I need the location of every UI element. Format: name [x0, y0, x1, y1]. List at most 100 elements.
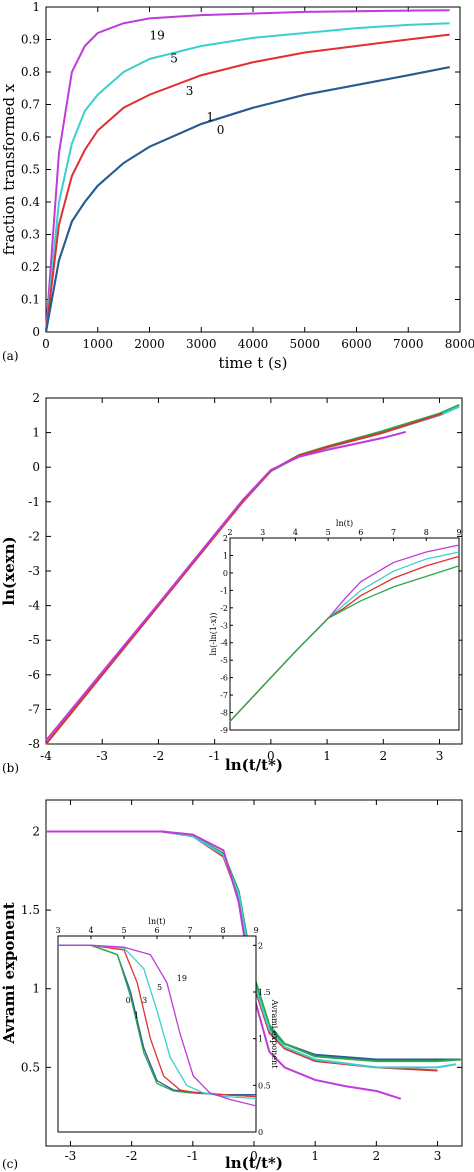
inset-y-tick-label: -3	[220, 621, 228, 630]
x-tick-label: 2000	[134, 337, 165, 351]
x-axis-label: ln(t/t*)	[225, 1154, 283, 1172]
x-tick-label: 4000	[238, 337, 269, 351]
x-tick-label: -3	[96, 749, 108, 763]
series-line-5	[45, 22, 450, 333]
inset-x-tick-label: 2	[227, 528, 232, 537]
x-tick-label: -2	[126, 1149, 138, 1163]
inset-x-tick-label: 3	[55, 926, 60, 935]
inset-y-tick-label: 0.5	[258, 1081, 271, 1090]
curve-label: 3	[186, 84, 194, 98]
inset-x-tick-label: 8	[424, 528, 429, 537]
y-axis-label: ln(xexn)	[0, 536, 18, 605]
inset-y-tick-label: -5	[220, 656, 228, 665]
series-line-1	[45, 66, 450, 333]
curve-label: 0	[217, 123, 225, 137]
x-tick-label: 5000	[289, 337, 320, 351]
y-tick-label: 1	[32, 426, 40, 440]
x-tick-label: -2	[153, 749, 165, 763]
y-tick-label: 0.1	[21, 293, 40, 307]
series-line-3	[46, 830, 457, 1069]
x-tick-label: -4	[40, 749, 52, 763]
x-tick-label: 0	[267, 749, 275, 763]
y-tick-label: 0.4	[21, 195, 40, 209]
panel-label: (a)	[2, 349, 19, 363]
inset-x-tick-label: 8	[220, 926, 225, 935]
inset-y-tick-label: 2	[258, 941, 263, 950]
inset-x-tick-label: 9	[456, 528, 461, 537]
y-tick-label: 0.2	[21, 260, 40, 274]
y-tick-label: -6	[28, 668, 40, 682]
inset-curve-label: 1	[134, 1011, 139, 1020]
inset-x-tick-label: 5	[121, 926, 126, 935]
curve-label: 1	[206, 110, 214, 124]
y-axis-label: fraction transformed x	[0, 83, 18, 255]
inset-x-tick-label: 6	[154, 926, 159, 935]
y-tick-label: -7	[28, 702, 40, 716]
y-tick-label: 1.5	[21, 903, 40, 917]
y-tick-label: -3	[28, 564, 40, 578]
x-tick-label: 2	[373, 1149, 381, 1163]
x-tick-label: 6000	[341, 337, 372, 351]
x-tick-label: 2	[379, 749, 387, 763]
inset-y-tick-label: -4	[220, 639, 228, 648]
inset-series-line-19	[58, 944, 257, 1107]
panel-label: (b)	[2, 761, 19, 775]
y-tick-label: -1	[28, 495, 40, 509]
inset-curve-label: 3	[142, 996, 147, 1005]
inset-series-line-3	[229, 565, 460, 722]
x-tick-label: 1	[323, 749, 331, 763]
inset-frame	[229, 537, 460, 731]
x-tick-label: -3	[65, 1149, 77, 1163]
inset-y-tick-label: 1	[258, 1035, 263, 1044]
inset-y-tick-label: -1	[220, 586, 228, 595]
inset-y-axis-label: ln(-ln(1-x))	[209, 613, 218, 656]
curve-label: 19	[150, 29, 165, 43]
inset-y-tick-label: -9	[220, 726, 228, 735]
y-tick-label: 0.5	[21, 1060, 40, 1074]
y-tick-label: 0.8	[21, 65, 40, 79]
inset-y-tick-label: -6	[220, 674, 228, 683]
x-tick-label: 8000	[445, 337, 474, 351]
x-tick-label: -1	[209, 749, 221, 763]
y-tick-label: 0.6	[21, 130, 40, 144]
x-axis-label: time t (s)	[219, 354, 288, 372]
series-line-3	[45, 33, 450, 333]
series-line-3	[45, 430, 407, 742]
inset-y-axis-label: Avrami exponent	[270, 999, 279, 1069]
inset-x-axis-label: ln(t)	[336, 519, 353, 528]
inset-y-tick-label: -7	[220, 691, 228, 700]
inset-x-tick-label: 7	[187, 926, 192, 935]
y-axis-label: Avrami exponent	[0, 902, 18, 1044]
inset-curve-label: 19	[177, 974, 187, 983]
inset-x-tick-label: 4	[293, 528, 298, 537]
panel-b: -4 -3 -2 -1 0 1 2 3 -8 -7 -6 -5 -4 -3 -2 -1 0 1 2 ln(t/t*) l…	[0, 391, 463, 775]
y-tick-label: 0	[32, 325, 40, 339]
inset-x-tick-label: 5	[326, 528, 331, 537]
y-tick-label: 0.9	[21, 33, 40, 47]
y-tick-label: 0.5	[21, 163, 40, 177]
inset-y-tick-label: 2	[223, 534, 228, 543]
x-tick-label: 7000	[393, 337, 424, 351]
x-tick-label: -1	[187, 1149, 199, 1163]
inset-x-tick-label: 9	[253, 926, 258, 935]
inset-y-tick-label: -2	[220, 604, 228, 613]
y-tick-label: -4	[28, 599, 40, 613]
x-tick-label: 3000	[186, 337, 217, 351]
y-tick-label: -5	[28, 633, 40, 647]
x-tick-label: 1	[311, 1149, 319, 1163]
inset-y-tick-label: 0	[223, 569, 228, 578]
x-tick-label: 0	[42, 337, 50, 351]
series-line-0	[45, 66, 450, 333]
y-tick-label: 2	[32, 391, 40, 405]
inset-y-tick-label: 1	[223, 551, 228, 560]
inset-y-tick-label: -8	[220, 709, 228, 718]
y-tick-label: 1	[32, 0, 40, 14]
y-tick-label: 1	[32, 982, 40, 996]
y-tick-label: 2	[32, 824, 40, 838]
inset-frame	[57, 935, 257, 1133]
inset-x-tick-label: 4	[88, 926, 93, 935]
inset-x-tick-label: 6	[358, 528, 363, 537]
